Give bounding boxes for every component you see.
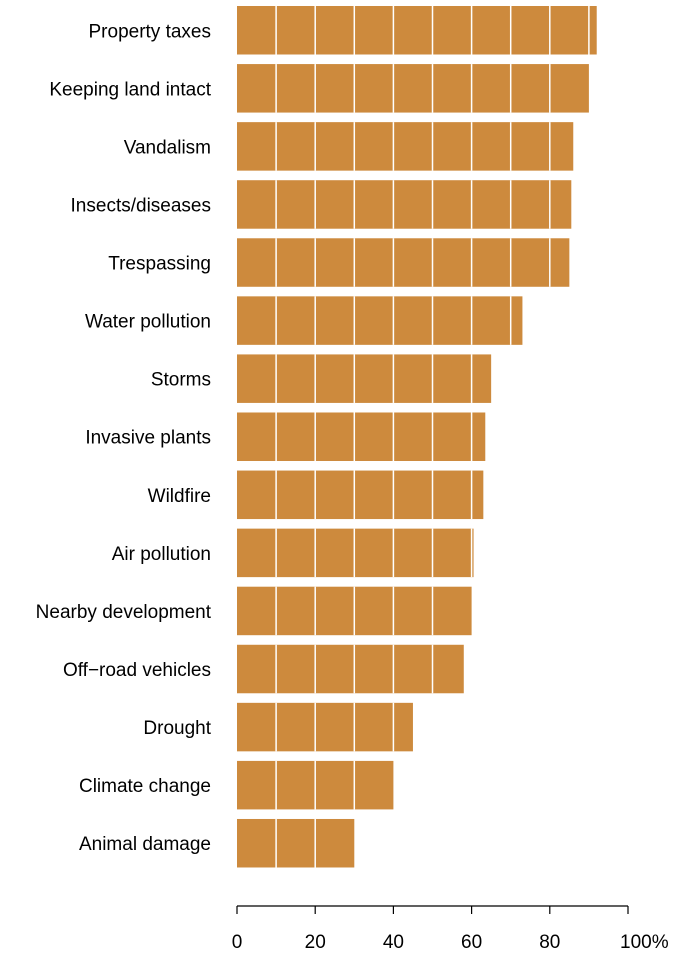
bar-group bbox=[237, 296, 523, 345]
category-label: Nearby development bbox=[36, 602, 212, 623]
bar bbox=[237, 180, 572, 229]
x-tick-label: 60 bbox=[461, 932, 482, 953]
category-label: Insects/diseases bbox=[71, 195, 211, 216]
bar bbox=[237, 702, 413, 752]
x-axis: 0 20 40 60 80 100% bbox=[232, 905, 669, 953]
bar-group bbox=[237, 6, 597, 55]
bar bbox=[237, 470, 484, 520]
bar-group bbox=[237, 702, 413, 752]
category-label: Drought bbox=[143, 718, 211, 739]
bar-group bbox=[237, 122, 574, 171]
bar bbox=[237, 122, 574, 171]
bar-group bbox=[237, 412, 486, 461]
bar-group bbox=[237, 818, 355, 868]
bar bbox=[237, 528, 474, 578]
x-tick-label: 80 bbox=[539, 932, 560, 953]
x-tick-label: 0 bbox=[232, 932, 243, 953]
category-label: Air pollution bbox=[112, 544, 211, 565]
bar-group bbox=[237, 644, 464, 694]
bar bbox=[237, 64, 589, 113]
bars bbox=[237, 6, 597, 868]
category-labels: Property taxes Keeping land intact Vandali… bbox=[36, 21, 212, 855]
category-label: Water pollution bbox=[85, 312, 211, 333]
bar-group bbox=[237, 760, 394, 810]
category-label: Vandalism bbox=[124, 137, 211, 158]
bar bbox=[237, 818, 355, 868]
bar-group bbox=[237, 64, 589, 113]
category-label: Invasive plants bbox=[85, 428, 211, 449]
bar-group bbox=[237, 238, 570, 287]
bar bbox=[237, 354, 492, 403]
bar bbox=[237, 412, 486, 461]
bar bbox=[237, 296, 523, 345]
category-label: Climate change bbox=[79, 776, 211, 797]
bar-group bbox=[237, 354, 492, 403]
category-label: Animal damage bbox=[79, 834, 211, 855]
category-label: Property taxes bbox=[89, 21, 212, 42]
bar bbox=[237, 644, 464, 694]
category-label: Keeping land intact bbox=[49, 79, 211, 100]
x-tick-label: 40 bbox=[383, 932, 404, 953]
category-label: Trespassing bbox=[108, 254, 211, 275]
bar-group bbox=[237, 586, 472, 636]
category-label: Off−road vehicles bbox=[63, 660, 211, 681]
bar-group bbox=[237, 470, 484, 520]
bar-group bbox=[237, 180, 572, 229]
bar-group bbox=[237, 528, 474, 578]
x-tick-label: 20 bbox=[305, 932, 326, 953]
bar bbox=[237, 6, 597, 55]
bar bbox=[237, 238, 570, 287]
category-label: Wildfire bbox=[148, 486, 211, 507]
category-label: Storms bbox=[151, 370, 211, 391]
x-tick-label: 100% bbox=[620, 932, 669, 953]
